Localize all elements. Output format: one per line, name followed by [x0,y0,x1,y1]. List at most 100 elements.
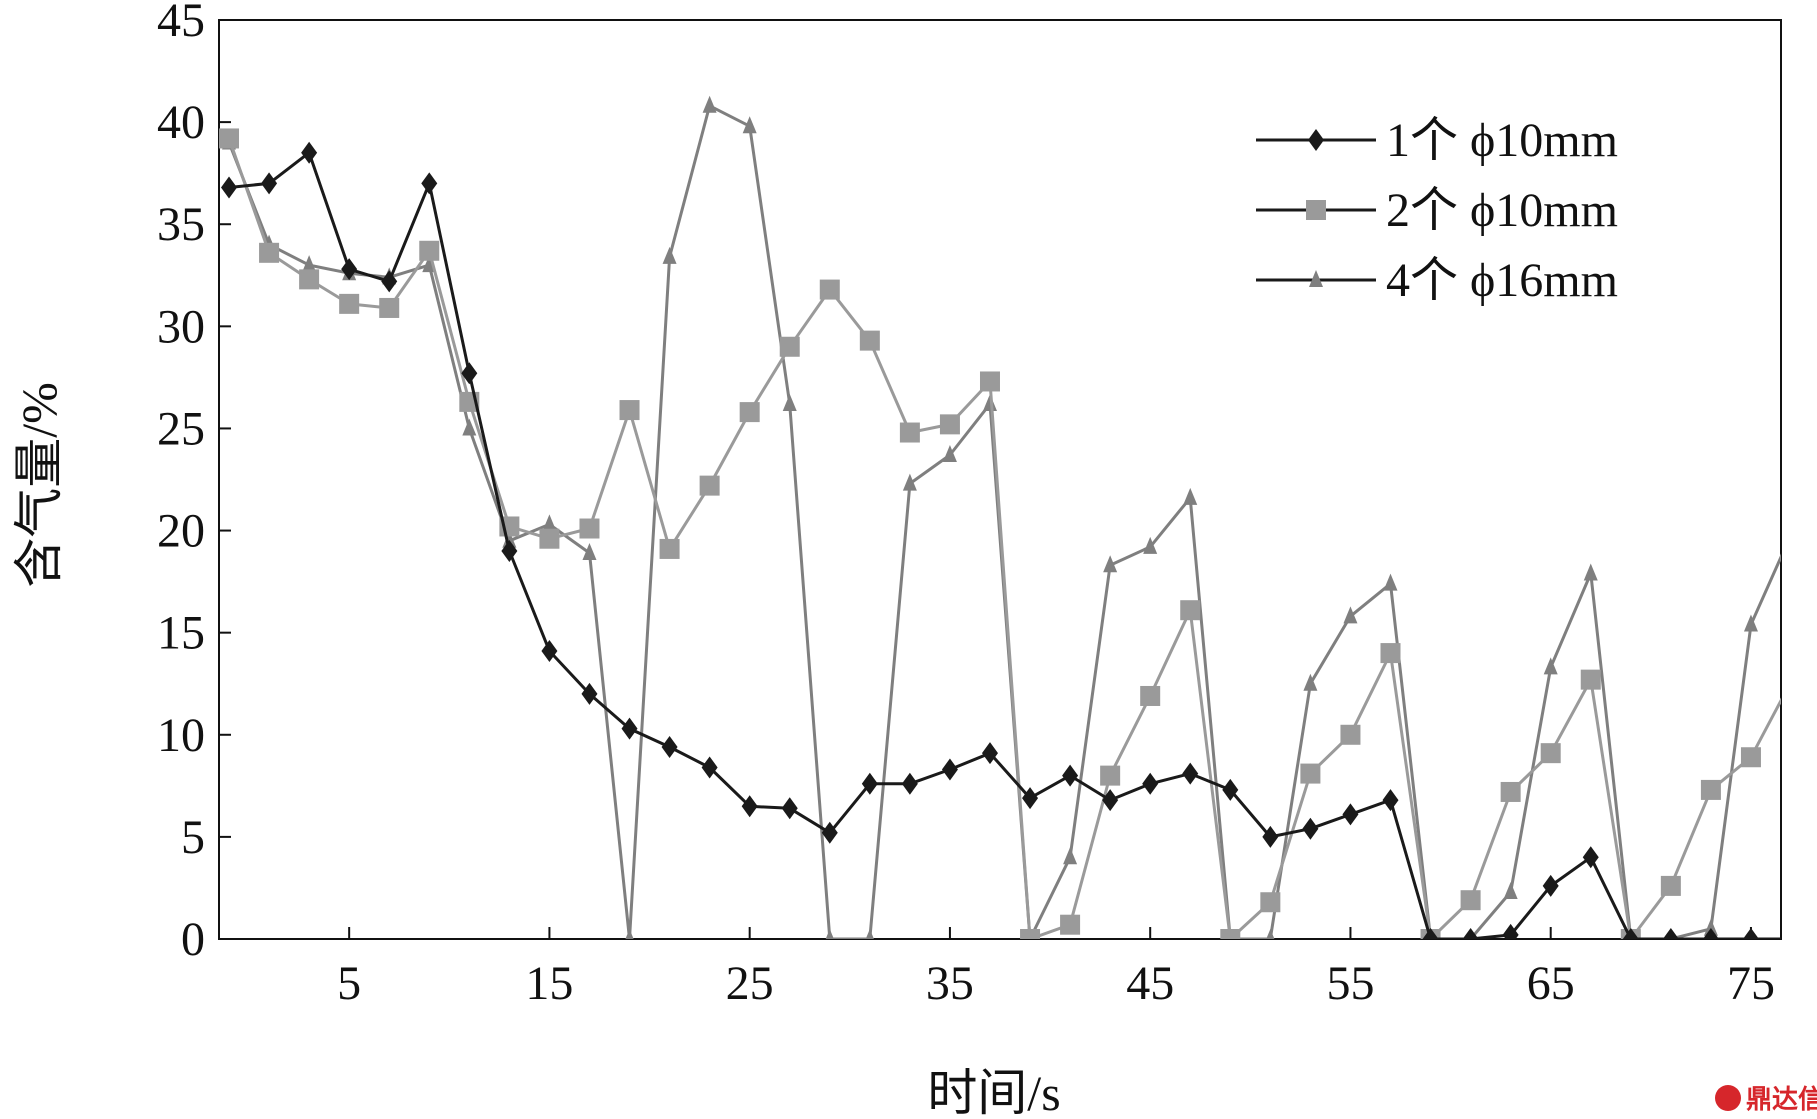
series-2-point [619,400,640,421]
series-3-point [742,116,757,134]
series-1-point [1262,825,1279,848]
series-3-point [502,530,517,548]
series-1-point [421,172,438,195]
series-2-point [1180,600,1201,621]
series-2-point [1660,875,1681,896]
series-3-point [662,246,677,264]
series-1-point [1302,817,1319,840]
legend-label-3: 4个 ϕ16mm [1386,254,1618,307]
series-1-point [1222,778,1239,801]
legend-item-3: 4个 ϕ16mm [1256,254,1618,307]
series-3-point [1303,673,1318,691]
series-1-point [1622,928,1639,939]
series-2-point [1340,724,1361,745]
series-1-point [461,362,478,385]
series-1-point [261,172,278,195]
x-tick-label-5: 5 [337,957,361,1010]
series-1-point [341,258,358,281]
series-3-point [1143,536,1158,554]
x-tick-label-45: 45 [1126,957,1174,1010]
series-3-point [625,929,634,939]
series-1-point [821,821,838,844]
series-1-point [1062,764,1079,787]
series-3-point [462,418,477,436]
series-2-point [539,528,560,549]
legend-marker-1 [1308,129,1324,151]
series-1-point [381,270,398,293]
series-3-point [302,255,317,273]
y-tick-label-0: 0 [181,913,205,966]
series-1-point [1542,874,1559,897]
series-3-point [1743,614,1758,632]
series-3-point [582,543,597,561]
y-tick-label-45: 45 [157,0,205,47]
series-1-point [621,717,638,740]
series-3-point [942,444,957,462]
series-2-point [1781,672,1801,692]
series-3-point [1503,882,1518,900]
series-2-point [979,371,1000,392]
series-1-point [1102,789,1119,812]
series-2-point [699,475,720,496]
series-2-point [339,293,360,314]
series-3-point [782,393,797,411]
y-tick-label-25: 25 [157,402,205,455]
series-2-point [859,330,880,351]
series-1-point [941,758,958,781]
series-2-point [1060,914,1081,935]
series-1-point [901,772,918,795]
series-3-point [1703,918,1718,936]
series-1-point [741,795,758,818]
legend-label-1: 1个 ϕ10mm [1386,114,1618,167]
series-1-point [301,141,318,164]
series-1-point [861,772,878,795]
series-1 [221,141,1781,939]
axes [218,19,1782,940]
series-1-point [1462,928,1479,939]
series-1-point [1382,789,1399,812]
y-tick-label-10: 10 [157,709,205,762]
x-tick-label-35: 35 [926,957,974,1010]
series-3-point [1583,563,1598,581]
watermark: 鼎达信 [1715,1085,1817,1115]
y-tick-label-5: 5 [181,811,205,864]
series-3-point [1383,573,1398,591]
series-2-point [1260,892,1281,913]
legend: 1个 ϕ10mm 2个 ϕ10mm 4个 ϕ16mm [1256,114,1618,307]
legend-marker-3 [1309,270,1323,287]
series-3-point [825,929,834,939]
x-tick-label-15: 15 [525,957,573,1010]
series-2-point [1220,929,1241,939]
series-3-point [1063,847,1078,865]
series-2-point [299,269,320,290]
series-2-point [1020,929,1041,939]
series-3-point [1183,487,1198,505]
series-2-point [779,336,800,357]
x-tick-label-25: 25 [726,957,774,1010]
series-2-point [739,402,760,423]
series-1-point [661,736,678,759]
legend-item-2: 2个 ϕ10mm [1256,184,1618,237]
tick-labels: 0 5 10 15 20 25 30 35 40 45 5 15 25 35 45 55 65 75 [157,0,1775,1010]
series-1-point [1422,928,1439,939]
series-2-point [1300,763,1321,784]
series-2 [219,128,1801,939]
series-3-point [1343,606,1358,624]
series-1-point [1342,803,1359,826]
series-2-point [659,538,680,559]
y-tick-label-20: 20 [157,505,205,558]
watermark-logo-icon [1715,1085,1741,1111]
series-3-point [1784,525,1798,542]
series-2-point [819,279,840,300]
series-1-point [501,539,518,562]
series-3-point [1543,657,1558,675]
series-3-point [902,473,917,491]
series-2-point [1740,747,1761,768]
series-2-point [939,414,960,435]
series-1-point [781,797,798,820]
series-1-line [228,151,1781,939]
series-2-point [899,422,920,443]
series-3-point [542,514,557,532]
legend-marker-2 [1306,200,1326,220]
series-group [219,95,1801,939]
